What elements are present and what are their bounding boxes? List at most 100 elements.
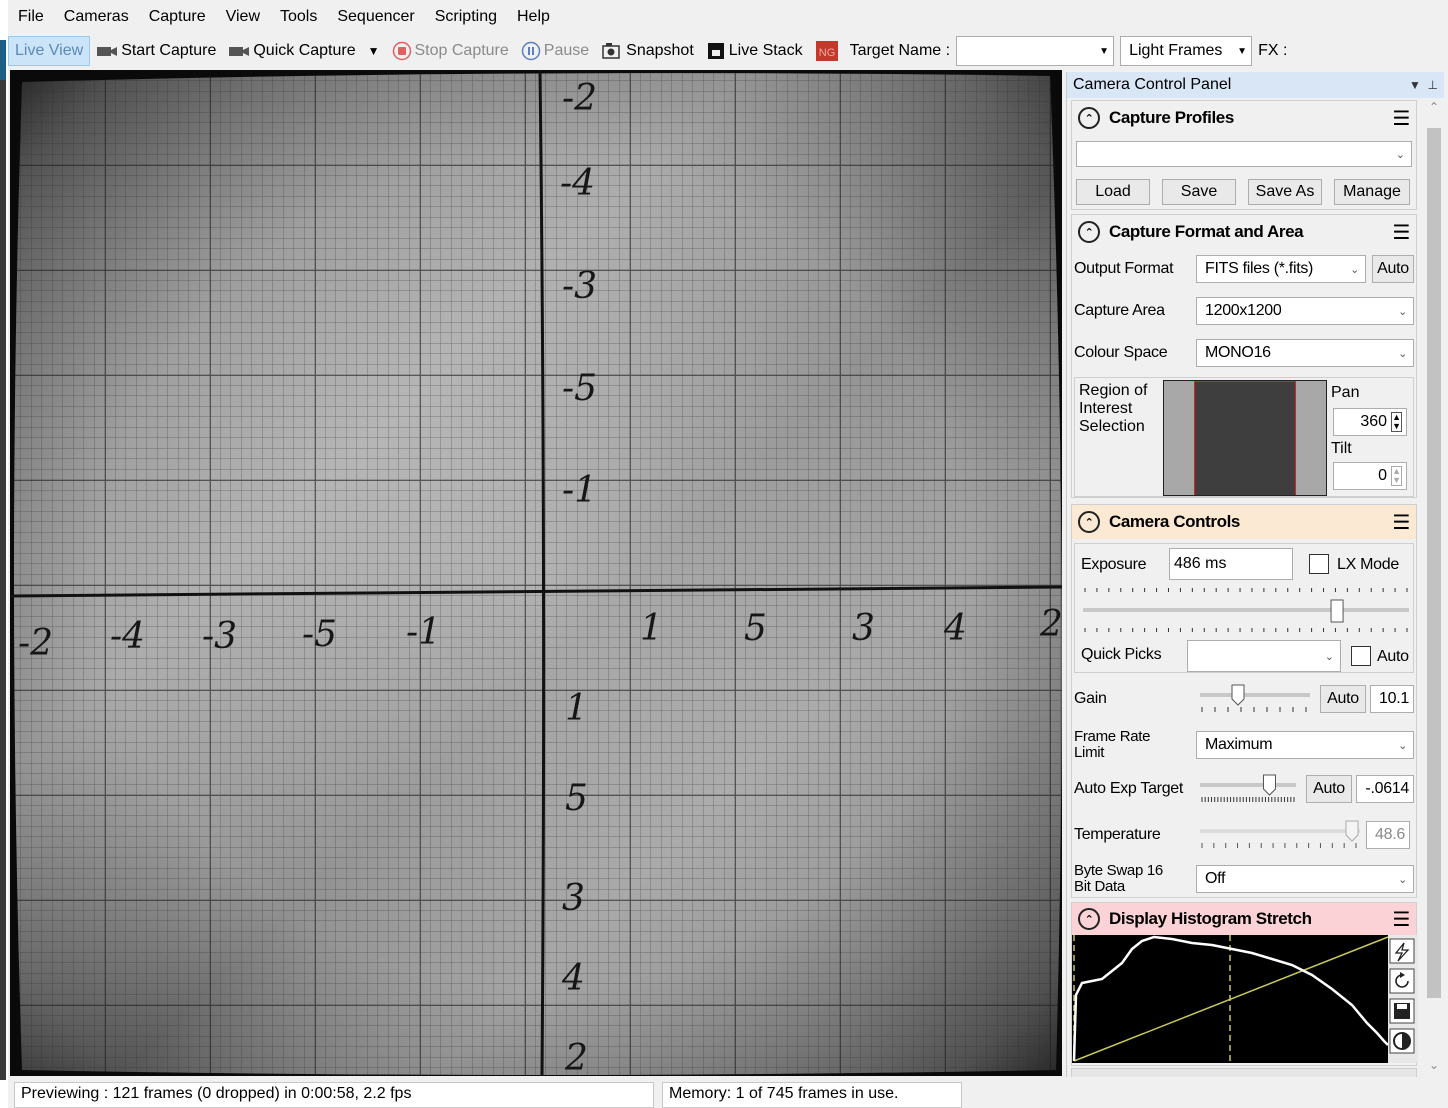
gain-slider[interactable] — [1200, 681, 1310, 717]
pause-label: Pause — [543, 42, 590, 59]
roi-selection-box[interactable] — [1194, 381, 1296, 495]
live-view-button[interactable]: Live View — [8, 36, 91, 66]
menu-capture[interactable]: Capture — [148, 8, 206, 25]
menu-sequencer[interactable]: Sequencer — [337, 8, 415, 25]
target-name-input[interactable]: ▼ — [956, 36, 1115, 66]
load-button[interactable]: Load — [1076, 179, 1150, 205]
histogram-header[interactable]: ⌃ Display Histogram Stretch ☰ — [1072, 903, 1416, 935]
axis-label: -3 — [202, 616, 237, 657]
output-auto-button[interactable]: Auto — [1372, 255, 1414, 283]
histogram-graph[interactable] — [1072, 935, 1418, 1063]
capture-format-header[interactable]: ⌃ Capture Format and Area ☰ — [1072, 215, 1416, 249]
pan-spinbox[interactable]: 360 ▲ ▼ — [1333, 408, 1407, 436]
capture-format-section: ⌃ Capture Format and Area ☰ Output Forma… — [1071, 214, 1417, 498]
auto-exp-target-slider[interactable] — [1200, 771, 1296, 807]
collapse-icon[interactable]: ⌃ — [1078, 221, 1100, 243]
reset-icon[interactable] — [1389, 968, 1415, 994]
tilt-spinbox[interactable]: 0 ▲ ▼ — [1333, 462, 1407, 490]
quick-picks-auto-checkbox[interactable] — [1351, 646, 1371, 666]
histogram-title: Display Histogram Stretch — [1109, 909, 1312, 928]
scroll-down-icon[interactable]: ⌄ — [1428, 1058, 1440, 1072]
camera-icon — [97, 47, 118, 56]
chevron-down-icon[interactable]: ▼ — [367, 44, 380, 58]
hamburger-menu-icon[interactable]: ☰ — [1392, 511, 1410, 534]
roi-preview[interactable] — [1163, 380, 1327, 496]
axis-label: 3 — [562, 878, 585, 919]
live-stack-button[interactable]: Live Stack — [700, 36, 809, 66]
spin-arrows-icon[interactable]: ▲ ▼ — [1391, 412, 1402, 432]
chevron-down-icon: ⌄ — [1395, 148, 1405, 161]
panel-scrollbar[interactable]: ⌃ ⌄ — [1424, 98, 1444, 1077]
camera-controls-header[interactable]: ⌃ Camera Controls ☰ — [1072, 505, 1416, 539]
panel-menu-icon[interactable]: ▼ — [1408, 78, 1421, 92]
output-format-label: Output Format — [1074, 260, 1174, 277]
collapse-icon[interactable]: ⌃ — [1078, 107, 1100, 129]
hamburger-menu-icon[interactable]: ☰ — [1392, 107, 1410, 130]
quick-capture-button[interactable]: Quick Capture ▼ — [222, 36, 385, 66]
snapshot-button[interactable]: Snapshot — [595, 36, 700, 66]
start-capture-button[interactable]: Start Capture — [90, 36, 222, 66]
chevron-down-icon[interactable]: ▼ — [1099, 45, 1110, 57]
pin-icon[interactable]: ⊥ — [1427, 78, 1438, 92]
camera-control-panel: Camera Control Panel ▼ ⊥ ⌃ ⌄ ⌃ Capture P… — [1066, 72, 1444, 1077]
camera-icon — [229, 47, 250, 56]
menu-scripting[interactable]: Scripting — [434, 8, 497, 25]
capture-profiles-title: Capture Profiles — [1109, 108, 1234, 127]
scroll-thumb[interactable] — [1427, 128, 1441, 998]
byte-swap-select[interactable]: Off ⌄ — [1196, 865, 1414, 893]
chevron-down-icon[interactable]: ▼ — [1237, 45, 1248, 57]
live-stack-label: Live Stack — [728, 42, 803, 59]
menu-cameras[interactable]: Cameras — [63, 8, 129, 25]
target-name-label: Target Name : — [849, 42, 951, 59]
manage-button[interactable]: Manage — [1334, 179, 1410, 205]
menu-file[interactable]: File — [18, 8, 44, 25]
panel-title-bar: Camera Control Panel ▼ ⊥ — [1067, 72, 1444, 98]
quick-capture-label: Quick Capture — [253, 42, 356, 59]
axis-label: 5 — [565, 778, 588, 819]
gain-auto-button[interactable]: Auto — [1320, 685, 1366, 713]
capture-area-label: Capture Area — [1074, 302, 1165, 319]
pause-button[interactable]: Pause — [515, 36, 595, 66]
save-button[interactable]: Save — [1162, 179, 1236, 205]
save-as-button[interactable]: Save As — [1248, 179, 1322, 205]
image-viewer[interactable]: -2 -4 -3 -5 -1 1 5 3 4 2 -2 -4 -3 -5 -1 … — [10, 70, 1062, 1076]
auto-stretch-icon[interactable] — [1389, 938, 1415, 964]
capture-profile-select[interactable]: ⌄ — [1076, 141, 1412, 167]
stop-capture-button[interactable]: Stop Capture — [386, 36, 515, 66]
axis-label: -5 — [302, 614, 337, 655]
spin-arrows-icon[interactable]: ▲ ▼ — [1391, 466, 1402, 486]
output-format-select[interactable]: FITS files (*.fits) ⌄ — [1196, 255, 1366, 283]
hamburger-menu-icon[interactable]: ☰ — [1392, 908, 1410, 931]
frame-type-select[interactable]: Light Frames ▼ — [1120, 36, 1253, 66]
exposure-input[interactable]: 486 ms — [1169, 548, 1293, 580]
snapshot-label: Snapshot — [626, 42, 694, 59]
gain-input[interactable]: 10.1 — [1370, 685, 1414, 713]
capture-profiles-header[interactable]: ⌃ Capture Profiles ☰ — [1072, 101, 1416, 135]
axis-label: -1 — [562, 470, 597, 511]
quick-picks-select[interactable]: ⌄ — [1187, 640, 1341, 672]
exposure-group: Exposure 486 ms LX Mode Quick Picks ⌄ Au… — [1074, 543, 1414, 673]
status-bar: Previewing : 121 frames (0 dropped) in 0… — [8, 1080, 1448, 1108]
scroll-up-icon[interactable]: ⌃ — [1428, 100, 1440, 114]
frame-rate-select[interactable]: Maximum ⌄ — [1196, 731, 1414, 759]
menu-help[interactable]: Help — [517, 8, 550, 25]
collapse-icon[interactable]: ⌃ — [1078, 511, 1100, 533]
exposure-slider[interactable] — [1083, 588, 1409, 634]
load-label: Load — [1095, 183, 1131, 200]
capture-area-select[interactable]: 1200x1200 ⌄ — [1196, 297, 1414, 325]
colour-space-select[interactable]: MONO16 ⌄ — [1196, 339, 1414, 367]
menu-tools[interactable]: Tools — [280, 8, 318, 25]
auto-exp-auto-label: Auto — [1313, 780, 1345, 797]
axis-label: 2 — [564, 1038, 588, 1076]
axis-label: 2 — [1039, 604, 1062, 645]
lx-mode-checkbox[interactable] — [1309, 554, 1329, 574]
hamburger-menu-icon[interactable]: ☰ — [1392, 221, 1410, 244]
chevron-down-icon: ⌄ — [1324, 650, 1334, 663]
left-edge-strip — [0, 0, 8, 1108]
auto-exp-auto-button[interactable]: Auto — [1306, 775, 1352, 803]
menu-view[interactable]: View — [225, 8, 260, 25]
menu-bar: File Cameras Capture View Tools Sequence… — [8, 0, 1448, 34]
roi-label-line3: Selection — [1079, 418, 1145, 435]
collapse-icon[interactable]: ⌃ — [1078, 908, 1100, 930]
auto-exp-target-input[interactable]: -.0614 — [1356, 775, 1414, 803]
